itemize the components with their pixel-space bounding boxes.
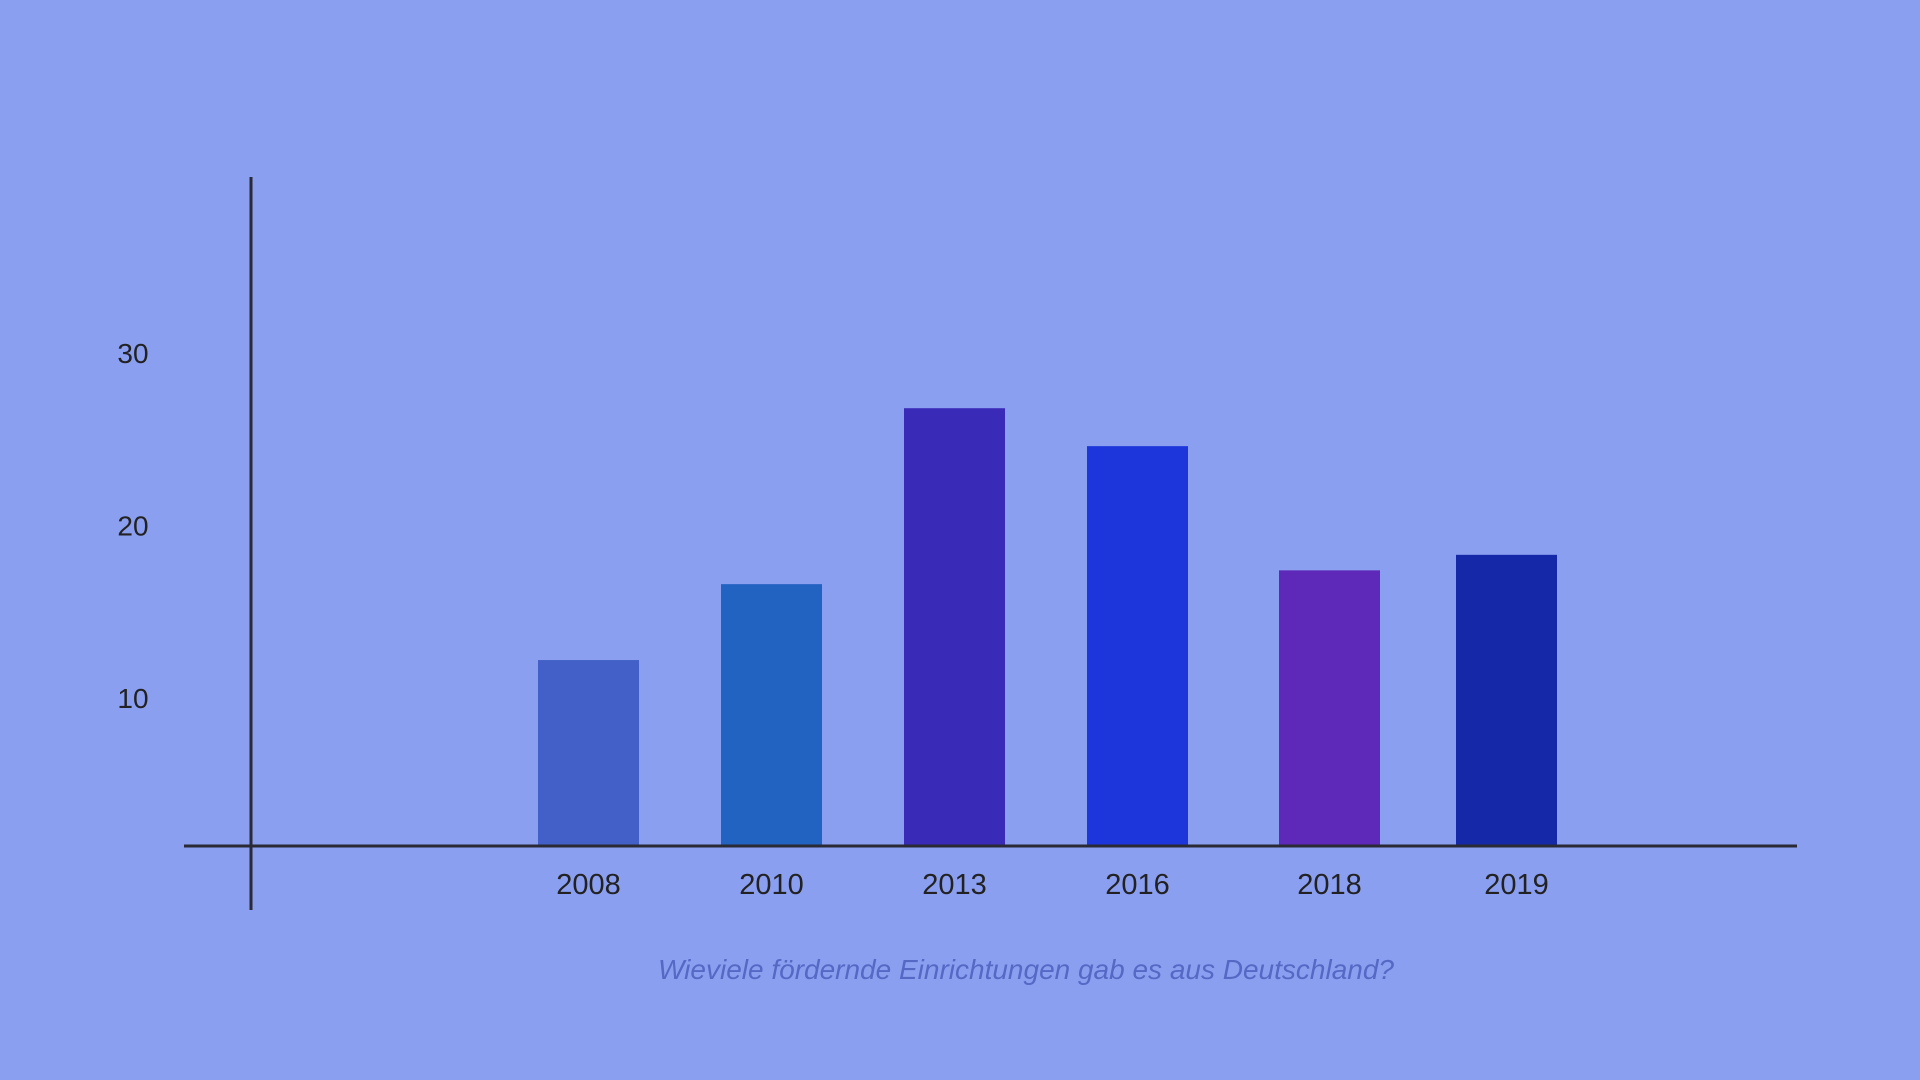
bar-2008: [538, 660, 639, 846]
x-tick-label: 2016: [1105, 869, 1170, 901]
x-tick-label: 2008: [556, 869, 621, 901]
bar-2010: [721, 584, 822, 846]
chart-caption: Wieviele fördernde Einrichtungen gab es …: [658, 954, 1394, 985]
bar-2019: [1456, 554, 1557, 846]
bar-2018: [1279, 570, 1380, 846]
y-tick-label: 10: [117, 683, 148, 714]
x-tick-label: 2019: [1484, 869, 1549, 901]
y-tick-label: 20: [117, 511, 148, 542]
bar-2013: [904, 408, 1005, 846]
bar-2016: [1087, 446, 1188, 846]
x-tick-label: 2010: [739, 869, 804, 901]
x-tick-label: 2018: [1297, 869, 1362, 901]
y-tick-label: 30: [117, 338, 148, 369]
x-tick-label: 2013: [922, 869, 987, 901]
